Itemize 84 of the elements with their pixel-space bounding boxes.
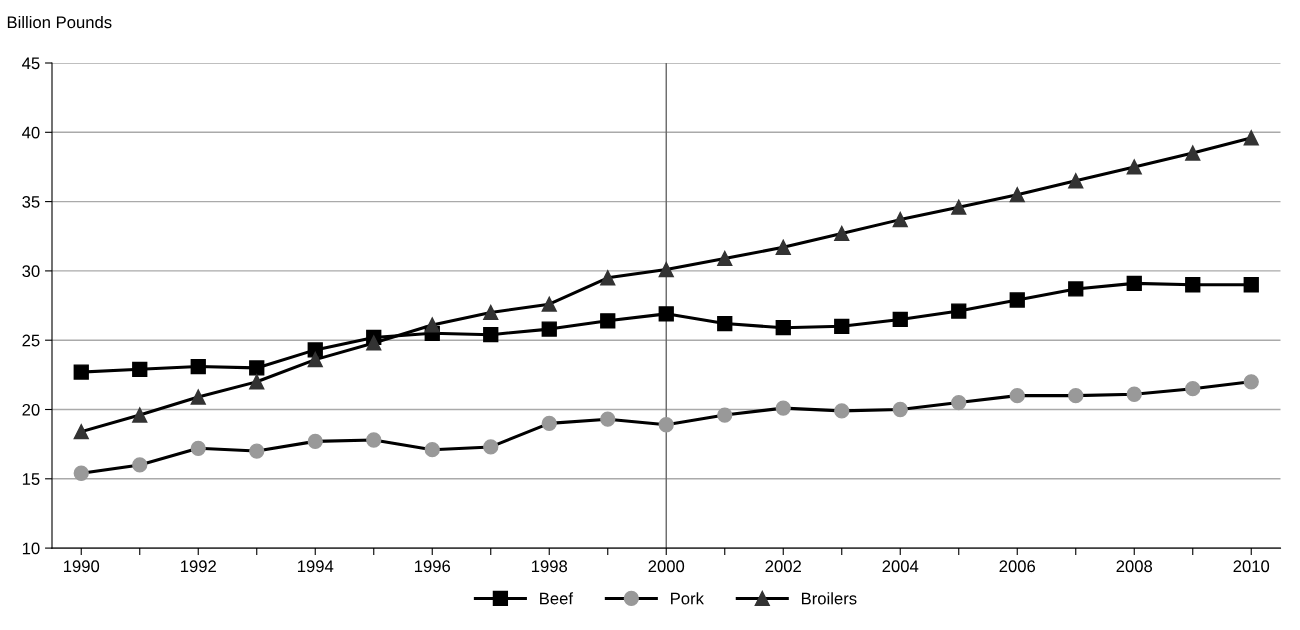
point [1126, 386, 1142, 402]
point [483, 327, 499, 343]
point [73, 364, 89, 380]
point [1009, 187, 1025, 203]
point [892, 311, 908, 328]
point [775, 239, 791, 255]
point [132, 457, 148, 473]
y-tick-label: 25 [22, 334, 40, 347]
x-tick-label: 1992 [180, 560, 216, 573]
x-tick-label: 2004 [882, 560, 919, 573]
point [424, 442, 440, 458]
point [892, 401, 908, 418]
point [1068, 388, 1084, 404]
y-tick-label: 30 [22, 265, 40, 278]
point [1068, 173, 1084, 189]
point [1185, 145, 1201, 161]
point [951, 303, 967, 319]
y-tick-label: 45 [22, 57, 40, 70]
point [951, 199, 967, 215]
point [307, 342, 323, 358]
point [190, 358, 206, 375]
x-tick-label: 2006 [999, 560, 1036, 573]
point [658, 417, 674, 433]
legend-label: Beef [540, 592, 574, 605]
point [600, 270, 616, 286]
legend-label: Broilers [801, 592, 857, 605]
x-tick-label: 1996 [414, 560, 451, 573]
point [366, 432, 382, 448]
point [600, 313, 616, 329]
x-tick-label: 1994 [297, 560, 334, 573]
x-tick-label: 2000 [648, 560, 685, 573]
point [717, 315, 733, 332]
point [483, 439, 499, 455]
point [307, 351, 323, 368]
point [1185, 277, 1201, 293]
point [951, 394, 967, 411]
point [1126, 159, 1142, 175]
point [132, 361, 148, 377]
point [1009, 292, 1025, 308]
point [73, 465, 89, 481]
point [190, 440, 206, 456]
point [1009, 388, 1025, 404]
x-tick-label: 2008 [1116, 560, 1153, 573]
point [249, 443, 265, 459]
point [190, 389, 206, 405]
x-tick-label: 2002 [765, 560, 801, 573]
point [658, 306, 674, 322]
point [1068, 281, 1084, 297]
point [307, 433, 323, 450]
y-tick-label: 35 [22, 196, 40, 208]
point [1243, 277, 1259, 293]
point [424, 317, 440, 333]
point [1185, 381, 1201, 397]
x-tick-label: 2010 [1233, 560, 1270, 573]
point [249, 360, 265, 376]
y-tick-label: 40 [22, 126, 40, 139]
legend-label: Pork [671, 592, 704, 605]
point [717, 407, 733, 423]
point [1243, 374, 1259, 390]
point [366, 335, 382, 351]
point [658, 261, 674, 278]
point [775, 400, 791, 416]
point [775, 320, 791, 336]
point [892, 211, 908, 228]
point [834, 318, 850, 334]
point [132, 407, 148, 423]
x-tick-label: 1990 [63, 560, 100, 573]
point [73, 424, 89, 440]
point [717, 250, 733, 267]
y-tick-label: 10 [22, 542, 40, 555]
point [541, 321, 557, 337]
y-axis-title: Billion Pounds [7, 15, 112, 29]
point [834, 225, 850, 242]
x-tick-label: 1998 [531, 560, 568, 573]
point [1243, 130, 1259, 146]
point [1126, 275, 1142, 292]
point [834, 403, 850, 419]
point [483, 304, 499, 321]
point [600, 411, 616, 427]
y-tick-label: 15 [22, 473, 40, 485]
point [249, 374, 265, 390]
point [541, 296, 557, 312]
point [541, 415, 557, 431]
y-tick-label: 20 [22, 403, 40, 416]
